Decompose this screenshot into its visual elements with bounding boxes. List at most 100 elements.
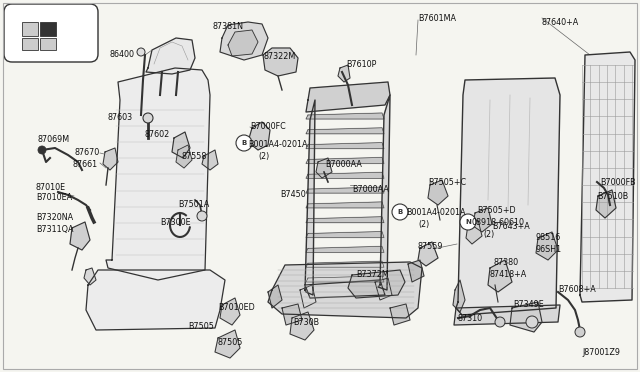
Text: B7010EA: B7010EA [36, 193, 72, 202]
Polygon shape [596, 190, 616, 218]
Polygon shape [456, 78, 560, 315]
Polygon shape [86, 270, 225, 330]
Circle shape [460, 214, 476, 230]
Polygon shape [306, 128, 384, 134]
Text: B7505+C: B7505+C [428, 178, 466, 187]
Text: 98516: 98516 [536, 233, 561, 242]
Polygon shape [220, 298, 240, 325]
Polygon shape [306, 172, 384, 178]
Bar [22, 22, 38, 36]
Text: B7450: B7450 [280, 190, 306, 199]
Polygon shape [146, 38, 195, 74]
Polygon shape [306, 202, 384, 208]
Polygon shape [305, 280, 385, 298]
Text: B7505+D: B7505+D [477, 206, 516, 215]
Polygon shape [580, 52, 635, 302]
Circle shape [526, 316, 538, 328]
Polygon shape [408, 260, 424, 282]
Text: 87661: 87661 [73, 160, 98, 169]
Text: B001A4-0201A: B001A4-0201A [406, 208, 465, 217]
Text: J87001Z9: J87001Z9 [582, 348, 620, 357]
Polygon shape [84, 268, 96, 285]
Text: B7601MA: B7601MA [418, 14, 456, 23]
Text: 87380: 87380 [494, 258, 519, 267]
FancyBboxPatch shape [4, 4, 98, 62]
Polygon shape [536, 232, 558, 260]
Text: 87670: 87670 [75, 148, 100, 157]
Text: B7610P: B7610P [346, 60, 376, 69]
Circle shape [236, 135, 252, 151]
Text: B7643+A: B7643+A [492, 222, 530, 231]
Text: B: B [241, 140, 246, 146]
Circle shape [495, 317, 505, 327]
Polygon shape [454, 305, 560, 325]
Text: 87418+A: 87418+A [490, 270, 527, 279]
Text: B001A4-0201A: B001A4-0201A [248, 140, 307, 149]
Polygon shape [338, 65, 350, 82]
Polygon shape [70, 222, 90, 250]
Polygon shape [306, 276, 384, 282]
Polygon shape [316, 158, 332, 178]
Text: 87010E: 87010E [36, 183, 66, 192]
Polygon shape [282, 304, 302, 325]
Polygon shape [473, 208, 492, 232]
Text: 87310: 87310 [457, 314, 482, 323]
Bar [22, 38, 38, 50]
Circle shape [143, 113, 153, 123]
Text: 87505: 87505 [218, 338, 243, 347]
Polygon shape [202, 150, 218, 170]
Text: N: N [465, 219, 471, 225]
Polygon shape [172, 132, 190, 158]
Circle shape [575, 327, 585, 337]
Text: B7505: B7505 [188, 322, 214, 331]
Polygon shape [106, 68, 210, 280]
Circle shape [38, 146, 46, 154]
Text: (2): (2) [418, 220, 429, 229]
Text: B: B [397, 209, 403, 215]
Text: B7000AA: B7000AA [325, 160, 362, 169]
Text: (2): (2) [258, 152, 269, 161]
Text: B7010ED: B7010ED [218, 303, 255, 312]
Polygon shape [220, 22, 268, 60]
Polygon shape [418, 242, 438, 266]
Polygon shape [375, 278, 392, 300]
Polygon shape [306, 217, 384, 223]
Text: 96SH1: 96SH1 [536, 245, 562, 254]
Text: B7000FB: B7000FB [600, 178, 636, 187]
Polygon shape [305, 100, 315, 295]
Circle shape [197, 211, 207, 221]
Text: B7510B: B7510B [597, 192, 628, 201]
Polygon shape [300, 285, 316, 308]
Polygon shape [306, 246, 384, 252]
Polygon shape [215, 330, 240, 358]
Text: 87602: 87602 [145, 130, 170, 139]
Text: B7000FC: B7000FC [250, 122, 285, 131]
Text: 87322M: 87322M [264, 52, 296, 61]
Polygon shape [390, 304, 410, 325]
Text: 87558: 87558 [182, 152, 207, 161]
Polygon shape [103, 148, 118, 170]
Text: B7501A: B7501A [178, 200, 209, 209]
Text: B7320NA: B7320NA [36, 213, 73, 222]
Polygon shape [306, 231, 384, 238]
Text: 87640+A: 87640+A [542, 18, 579, 27]
Polygon shape [510, 302, 542, 332]
Text: 87069M: 87069M [38, 135, 70, 144]
Text: 87559: 87559 [418, 242, 444, 251]
Text: 08918-60610: 08918-60610 [472, 218, 525, 227]
Polygon shape [306, 261, 384, 267]
Polygon shape [466, 220, 482, 244]
Text: B7349E: B7349E [513, 300, 544, 309]
Text: B7300E: B7300E [160, 218, 191, 227]
Polygon shape [428, 180, 448, 205]
Polygon shape [228, 30, 258, 56]
Text: B730B: B730B [293, 318, 319, 327]
Circle shape [392, 204, 408, 220]
Polygon shape [248, 122, 270, 150]
Circle shape [137, 48, 145, 56]
Text: B7311QA: B7311QA [36, 225, 74, 234]
Polygon shape [290, 312, 314, 340]
Polygon shape [268, 262, 422, 318]
Text: 87381N: 87381N [212, 22, 243, 31]
Polygon shape [306, 113, 384, 119]
